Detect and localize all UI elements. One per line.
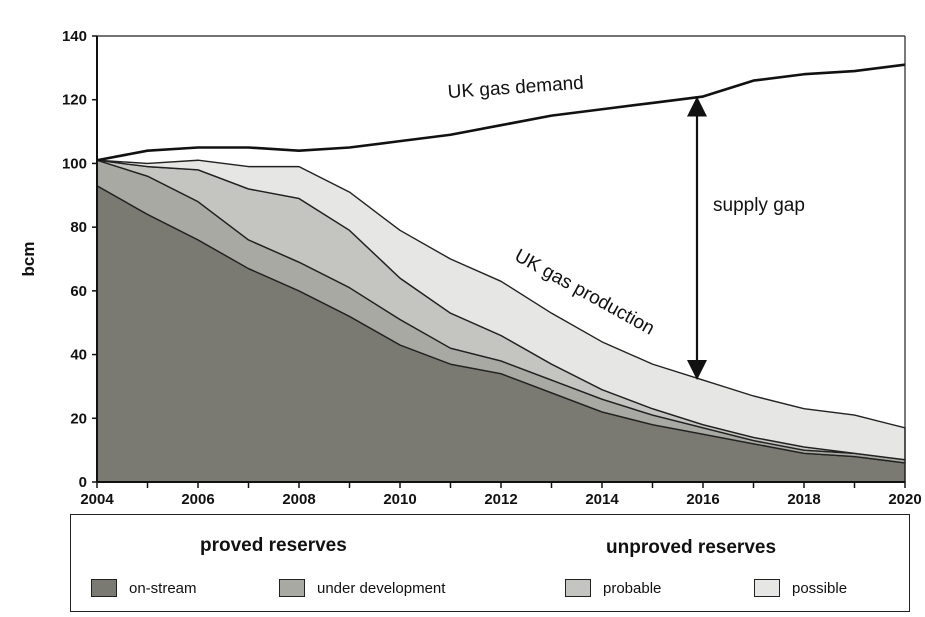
legend-item-under-development: under development [279, 579, 445, 597]
legend-label-under-development: under development [317, 579, 446, 597]
x-tick-label: 2018 [787, 491, 820, 508]
y-axis-label: bcm [19, 242, 38, 277]
x-tick-label: 2014 [585, 491, 619, 508]
x-tick-label: 2010 [383, 491, 416, 508]
x-tick-label: 2012 [484, 491, 517, 508]
y-tick-label: 140 [62, 28, 87, 45]
x-tick-label: 2008 [282, 491, 315, 508]
legend-swatch-on-stream [91, 579, 117, 597]
legend-label-on-stream: on-stream [129, 579, 197, 597]
legend-item-on-stream: on-stream [91, 579, 197, 597]
supply-gap-arrowhead-top [687, 96, 707, 117]
y-tick-label: 80 [70, 219, 87, 236]
legend-item-probable: probable [565, 579, 661, 597]
x-tick-label: 2016 [686, 491, 719, 508]
chart: 0 20 40 60 80 100 120 140 2004 2006 2008 2010 2012 20… [19, 28, 922, 508]
y-tick-label: 0 [79, 474, 87, 491]
x-tick-label: 2004 [80, 491, 114, 508]
x-tick-label: 2020 [888, 491, 921, 508]
legend-swatch-possible [754, 579, 780, 597]
supply-gap-arrowhead-bottom [687, 360, 707, 381]
legend: proved reserves unproved reserves on-str… [70, 514, 910, 612]
legend-swatch-probable [565, 579, 591, 597]
legend-heading-unproved: unproved reserves [606, 537, 777, 558]
y-tick-label: 40 [70, 347, 87, 364]
line-uk-gas-demand [96, 63, 906, 162]
legend-label-possible: possible [792, 579, 848, 597]
legend-heading-proved: proved reserves [200, 535, 347, 556]
y-tick-label: 20 [70, 410, 87, 427]
y-tick-label: 100 [62, 155, 87, 172]
x-tick-label: 2006 [181, 491, 214, 508]
demand-annotation: UK gas demand [447, 73, 584, 103]
y-tick-label: 60 [70, 283, 87, 300]
legend-swatch-under-development [279, 579, 305, 597]
legend-item-possible: possible [754, 579, 847, 597]
line-overlay-group [96, 63, 906, 381]
legend-label-probable: probable [603, 579, 662, 597]
supply-gap-annotation: supply gap [713, 195, 805, 216]
axes-group: 0 20 40 60 80 100 120 140 2004 2006 2008 2010 2012 20… [62, 28, 922, 508]
y-tick-label: 120 [62, 92, 87, 109]
